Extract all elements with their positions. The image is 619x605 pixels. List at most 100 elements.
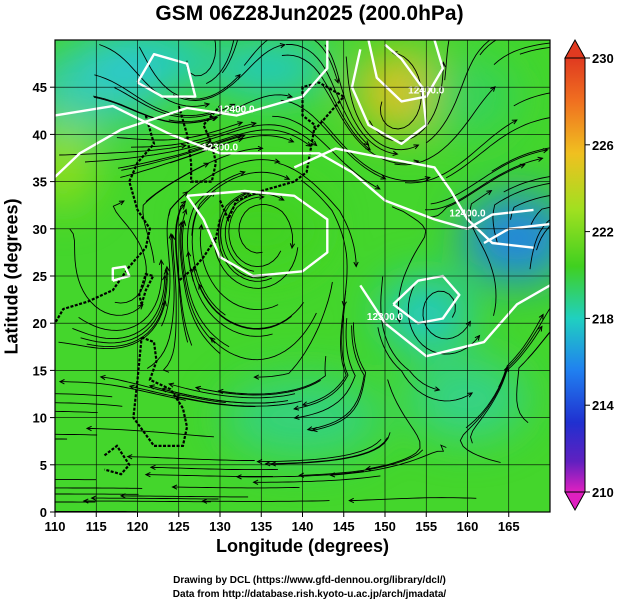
streamline-35 bbox=[299, 449, 424, 476]
streamline-110 bbox=[492, 182, 550, 244]
streamline-139 bbox=[179, 222, 221, 354]
streamline-arrow-103 bbox=[162, 274, 168, 281]
streamline-arrow-75 bbox=[44, 477, 49, 481]
streamline-arrow-44 bbox=[212, 30, 216, 35]
streamline-arrow-96 bbox=[163, 268, 169, 275]
streamline-46 bbox=[294, 303, 349, 410]
streamline-arrow-61 bbox=[239, 170, 246, 176]
streamline-135 bbox=[445, 117, 550, 179]
temp-feature-4 bbox=[462, 193, 550, 284]
streamline-30 bbox=[527, 331, 550, 359]
streamline-arrow-136 bbox=[284, 175, 291, 180]
streamline-arrow-105 bbox=[288, 137, 295, 143]
streamline-arrow-112 bbox=[168, 382, 175, 388]
streamline-arrow-108 bbox=[538, 313, 544, 320]
streamline-arrow-60 bbox=[171, 484, 178, 490]
streamline-5 bbox=[195, 124, 317, 146]
streamline-31 bbox=[217, 192, 273, 282]
colorbar-tick-label-1: 226 bbox=[592, 138, 614, 153]
streamline-arrow-97 bbox=[363, 140, 370, 146]
streamline-arrow-119 bbox=[119, 493, 126, 499]
streamline-arrow-122 bbox=[194, 385, 202, 391]
streamline-116 bbox=[228, 196, 282, 268]
streamline-34 bbox=[59, 381, 186, 401]
streamline-133 bbox=[86, 427, 214, 438]
streamline-arrow-22 bbox=[279, 43, 286, 49]
streamline-arrow-93 bbox=[499, 32, 504, 36]
streamline-137 bbox=[120, 138, 243, 178]
streamline-129 bbox=[55, 410, 98, 414]
y-tick-label-5: 25 bbox=[33, 269, 47, 284]
streamline-130 bbox=[121, 135, 245, 171]
streamline-107 bbox=[307, 325, 365, 431]
streamline-arrow-110 bbox=[556, 180, 561, 184]
streamline-122 bbox=[195, 379, 321, 396]
streamline-121 bbox=[349, 497, 477, 502]
temp-feature-3 bbox=[209, 40, 330, 97]
streamline-arrow-111 bbox=[45, 432, 50, 436]
streamline-arrow-72 bbox=[519, 163, 526, 169]
streamline-77 bbox=[69, 228, 144, 316]
streamline-119 bbox=[121, 495, 249, 498]
streamline-arrow-95 bbox=[558, 144, 563, 148]
streamline-87 bbox=[444, 40, 450, 81]
streamline-58 bbox=[320, 119, 430, 182]
streamline-arrow-137 bbox=[237, 137, 244, 143]
streamline-arrow-62 bbox=[164, 265, 170, 272]
streamline-arrow-139 bbox=[178, 221, 184, 228]
streamline-arrow-91 bbox=[558, 217, 563, 221]
streamline-arrow-55 bbox=[287, 93, 294, 99]
x-tick-label-1: 115 bbox=[86, 519, 107, 534]
x-tick-label-0: 110 bbox=[45, 519, 66, 534]
streamline-arrow-126 bbox=[555, 40, 560, 44]
streamline-arrow-40 bbox=[201, 498, 208, 504]
streamline-106 bbox=[205, 40, 235, 84]
streamline-arrow-1 bbox=[43, 391, 48, 395]
streamline-arrow-130 bbox=[239, 134, 246, 140]
x-axis-ticks: 110 115 120 125 130 135 140 145 150 155 160 165 bbox=[45, 512, 520, 534]
streamline-104 bbox=[145, 147, 263, 202]
streamline-6 bbox=[253, 475, 381, 483]
grid bbox=[55, 40, 550, 512]
streamline-arrow-52 bbox=[44, 437, 49, 441]
streamline-arrow-53 bbox=[511, 119, 518, 125]
streamline-92 bbox=[377, 327, 473, 402]
streamline-arrow-116 bbox=[258, 194, 265, 200]
streamline-91 bbox=[536, 225, 550, 251]
contour-label-3: 12400.0 bbox=[218, 105, 255, 116]
streamline-arrow-101 bbox=[82, 498, 89, 504]
streamline-arrow-88 bbox=[392, 150, 399, 156]
streamline-arrow-45 bbox=[161, 300, 167, 307]
streamline-24 bbox=[312, 322, 367, 431]
streamline-arrow-78 bbox=[186, 250, 192, 257]
streamline-47 bbox=[99, 44, 210, 107]
coastline-2 bbox=[218, 81, 346, 223]
streamline-arrow-99 bbox=[270, 461, 277, 467]
streamline-arrow-50 bbox=[237, 121, 244, 127]
contour-line-1 bbox=[186, 189, 329, 278]
streamline-26 bbox=[55, 402, 123, 407]
streamline-55 bbox=[168, 94, 293, 123]
streamline-125 bbox=[168, 159, 280, 216]
streamline-111 bbox=[55, 433, 98, 436]
contour-line-10 bbox=[367, 40, 444, 103]
streamline-arrow-70 bbox=[353, 261, 359, 268]
streamline-127 bbox=[243, 40, 339, 83]
streamline-11 bbox=[519, 47, 550, 55]
streamline-arrow-81 bbox=[229, 103, 236, 109]
colorbar-tick-label-0: 230 bbox=[592, 51, 614, 66]
colorbar-tick-label-4: 214 bbox=[592, 398, 614, 413]
streamline-14 bbox=[238, 204, 294, 254]
streamline-1 bbox=[55, 393, 113, 398]
x-tick-label-5: 135 bbox=[250, 519, 272, 534]
streamline-124 bbox=[407, 279, 480, 355]
x-tick-label-4: 130 bbox=[209, 519, 231, 534]
streamline-76 bbox=[146, 233, 175, 369]
streamline-arrow-37 bbox=[515, 29, 520, 33]
streamline-arrow-71 bbox=[239, 26, 243, 31]
streamline-arrow-80 bbox=[209, 336, 216, 343]
streamline-67 bbox=[127, 456, 255, 461]
streamline-arrow-19 bbox=[250, 121, 257, 127]
contour-line-0 bbox=[55, 104, 534, 231]
